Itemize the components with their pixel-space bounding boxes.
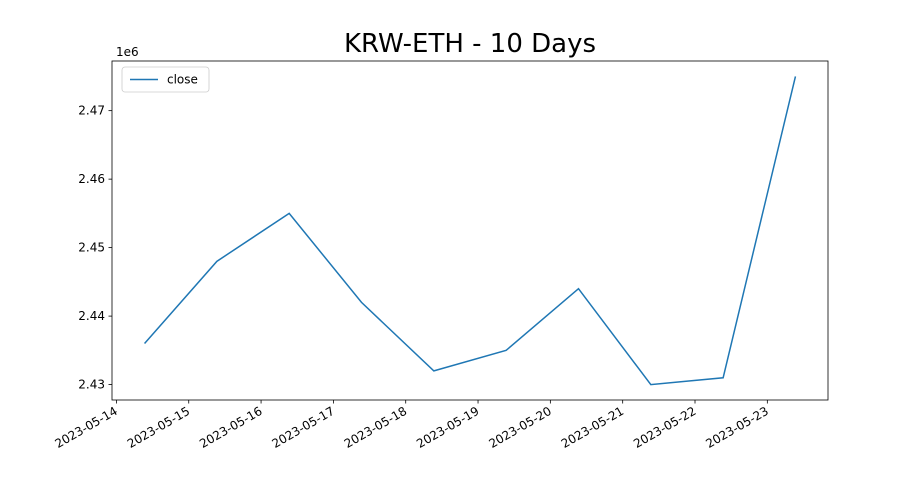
x-tick-label: 2023-05-16	[197, 404, 264, 451]
y-tick-label: 2.44	[78, 309, 105, 323]
legend-box	[121, 66, 210, 93]
x-tick-label: 2023-05-14	[53, 404, 120, 451]
y-offset-label: 1e6	[116, 45, 139, 59]
x-tick-label: 2023-05-19	[414, 404, 481, 451]
chart-title: KRW-ETH - 10 Days	[344, 29, 596, 59]
legend-label: close	[167, 73, 198, 87]
y-tick-label: 2.47	[78, 104, 105, 118]
x-tick-label: 2023-05-15	[125, 404, 192, 451]
plot-frame	[111, 60, 829, 401]
y-tick-label: 2.43	[78, 378, 105, 392]
x-tick-label: 2023-05-23	[703, 404, 770, 451]
x-tick-label: 2023-05-20	[486, 404, 553, 451]
y-tick-label: 2.46	[78, 172, 105, 186]
x-tick-label: 2023-05-18	[342, 404, 409, 451]
x-tick-label: 2023-05-22	[631, 404, 698, 451]
x-tick-label: 2023-05-17	[269, 404, 336, 451]
x-tick-label: 2023-05-21	[559, 404, 626, 451]
line	[143, 76, 797, 386]
y-tick-label: 2.45	[78, 241, 105, 255]
